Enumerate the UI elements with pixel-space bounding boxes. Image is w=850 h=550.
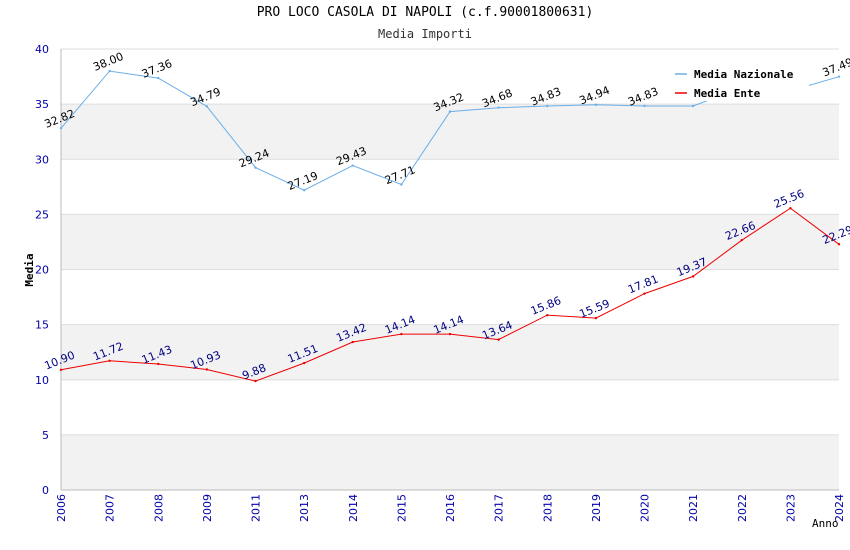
legend-entry: Media Ente [694, 87, 761, 100]
x-tick-label: 2009 [201, 494, 214, 522]
data-point [205, 368, 209, 371]
data-point [740, 238, 743, 242]
data-point [497, 338, 500, 341]
x-tick-label: 2007 [104, 494, 117, 522]
data-point [157, 76, 160, 80]
grid-band [61, 434, 839, 490]
data-point [448, 110, 452, 113]
data-point [108, 69, 111, 73]
x-axis-label: Anno [812, 517, 839, 530]
data-point [643, 104, 646, 108]
chart-subtitle: Media Importi [378, 27, 472, 41]
grid-lines [61, 48, 839, 491]
x-tick-label: 2020 [639, 494, 652, 522]
x-tick-label: 2019 [590, 494, 603, 522]
y-tick-label: 5 [42, 429, 49, 442]
data-point [108, 359, 111, 362]
x-tick-label: 2018 [541, 494, 554, 522]
legend-box [669, 60, 809, 101]
x-tick-label: 2006 [55, 494, 68, 522]
data-point [691, 275, 695, 278]
x-tick-label: 2024 [833, 494, 846, 522]
data-point [254, 166, 257, 169]
grid-bands [61, 104, 839, 490]
grid-band [61, 214, 839, 270]
y-tick-label: 10 [35, 374, 49, 387]
data-point [546, 313, 549, 317]
data-point [497, 106, 500, 109]
data-point [157, 362, 160, 366]
data-point [837, 75, 841, 78]
x-tick-label: 2013 [298, 494, 311, 522]
data-point [351, 340, 354, 344]
data-point [59, 368, 63, 372]
y-tick-label: 40 [35, 43, 49, 56]
y-tick-label: 20 [35, 264, 49, 277]
data-point [546, 104, 549, 108]
x-tick-labels: 2006 2007 2008 2009 2011 2013 2014 2015 2016 2017… [55, 494, 846, 522]
chart-title: PRO LOCO CASOLA DI NAPOLI (c.f.900018006… [256, 5, 594, 20]
x-tick-label: 2014 [347, 494, 360, 522]
x-tick-label: 2016 [444, 494, 457, 522]
legend-entry: Media Nazionale [694, 68, 794, 81]
y-tick-label: 15 [35, 319, 49, 332]
axes [60, 49, 839, 491]
data-point [351, 164, 354, 167]
data-label: 25.56 [772, 187, 806, 211]
x-tick-label: 2011 [250, 494, 263, 522]
data-point [594, 103, 598, 106]
x-tick-label: 2008 [152, 494, 165, 522]
legend: Media Nazionale Media Ente [669, 60, 809, 101]
y-tick-labels: 0 5 10 15 20 25 30 35 40 [35, 43, 49, 497]
data-label: 37.36 [140, 57, 174, 81]
y-axis-label: Media [23, 253, 36, 286]
x-tick-label: 2017 [493, 494, 506, 522]
grid-band [61, 324, 839, 380]
data-point [691, 104, 695, 108]
data-label: 15.86 [529, 294, 563, 318]
y-tick-label: 0 [42, 484, 49, 497]
data-point [837, 243, 841, 246]
y-tick-label: 35 [35, 98, 49, 111]
data-point [400, 183, 403, 186]
x-tick-label: 2023 [784, 494, 797, 522]
x-tick-label: 2021 [687, 494, 700, 522]
y-tick-label: 30 [35, 153, 49, 166]
data-label: 37.49 [821, 56, 850, 80]
data-point [302, 189, 306, 192]
x-tick-label: 2015 [395, 494, 408, 522]
data-label: 17.81 [626, 272, 660, 296]
data-point [594, 316, 598, 320]
y-tick-label: 25 [35, 208, 49, 221]
data-label: 38.00 [91, 50, 125, 74]
data-point [59, 126, 63, 130]
data-point [789, 207, 792, 210]
data-point [254, 379, 257, 383]
data-point [448, 332, 452, 336]
data-label: 15.59 [578, 297, 612, 321]
data-point [643, 292, 646, 295]
data-point [400, 332, 403, 336]
data-point [302, 361, 306, 365]
x-tick-label: 2022 [736, 494, 749, 522]
grid-band [61, 104, 839, 160]
data-point [205, 105, 209, 108]
